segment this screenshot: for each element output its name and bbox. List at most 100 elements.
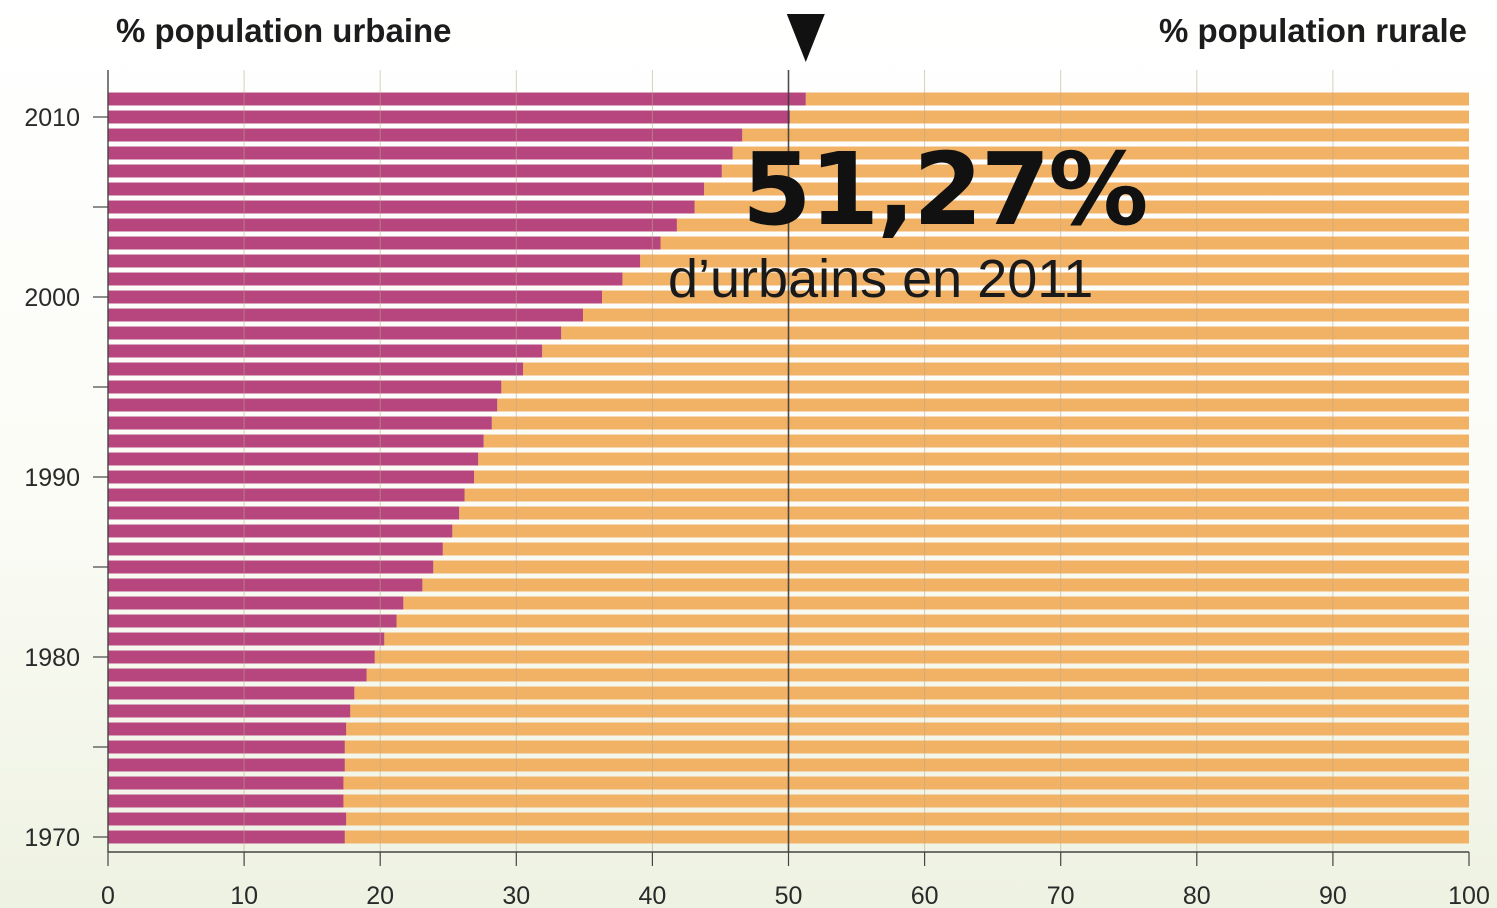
rural-bar-1981	[384, 632, 1470, 646]
urban-bar-1980	[108, 650, 375, 664]
rural-bar-1997	[542, 344, 1469, 358]
rural-bar-2002	[640, 254, 1469, 268]
rural-bar-1991	[478, 452, 1469, 466]
x-tick-label-30: 30	[502, 882, 530, 908]
urban-bar-1987	[108, 524, 453, 538]
urban-bar-2009	[108, 128, 743, 142]
urban-bar-1978	[108, 686, 355, 700]
urban-bar-1985	[108, 560, 434, 574]
rural-bar-1990	[474, 470, 1469, 484]
x-tick-label-20: 20	[366, 882, 394, 908]
urban-bar-1972	[108, 794, 344, 808]
urban-bar-1992	[108, 434, 484, 448]
rural-bar-1978	[354, 686, 1469, 700]
urban-bar-1976	[108, 722, 347, 736]
rural-bar-1983	[403, 596, 1469, 610]
x-tick-label-70: 70	[1047, 882, 1075, 908]
rural-bar-2007	[721, 164, 1469, 178]
rural-bar-2005	[694, 200, 1469, 214]
urban-bar-1989	[108, 488, 465, 502]
grid-lines	[243, 70, 1334, 852]
rural-bar-1995	[501, 380, 1470, 394]
rural-bar-1976	[346, 722, 1469, 736]
y-tick-label-2010: 2010	[24, 104, 80, 132]
rural-bar-2003	[660, 236, 1469, 250]
rural-bar-1984	[422, 578, 1469, 592]
rural-population-title: % population rurale	[1158, 12, 1467, 49]
y-tick-label-1990: 1990	[24, 464, 80, 492]
rural-bar-1988	[459, 506, 1469, 520]
rural-bar-1975	[344, 740, 1470, 754]
urban-bar-1973	[108, 776, 344, 790]
urban-bar-1983	[108, 596, 404, 610]
x-tick-label-100: 100	[1448, 882, 1490, 908]
urban-bar-1971	[108, 812, 347, 826]
urban-bar-2004	[108, 218, 677, 232]
urban-bar-1984	[108, 578, 423, 592]
tick-labels: 0 10 20 30 40 50 60 70 80 90 100 1970 1980 1990 2000 20…	[24, 104, 1489, 908]
rural-bar-1999	[582, 308, 1469, 322]
urban-bar-1975	[108, 740, 345, 754]
rural-bar-1987	[452, 524, 1469, 538]
rural-bar-2011	[805, 92, 1469, 106]
urban-bar-2003	[108, 236, 661, 250]
urban-bar-1991	[108, 452, 479, 466]
rural-bar-1971	[346, 812, 1469, 826]
rural-bar-1985	[433, 560, 1469, 574]
urban-bar-1999	[108, 308, 583, 322]
rural-bar-1994	[497, 398, 1470, 412]
urban-bar-1998	[108, 326, 562, 340]
rural-bar-2009	[742, 128, 1469, 142]
urban-bar-2010	[108, 110, 790, 124]
x-tick-label-80: 80	[1183, 882, 1211, 908]
rural-bar-2000	[602, 290, 1469, 304]
urban-bar-2000	[108, 290, 603, 304]
rural-bar-1979	[366, 668, 1470, 682]
urban-bar-1986	[108, 542, 443, 556]
urban-bar-1995	[108, 380, 502, 394]
rural-bar-1986	[442, 542, 1469, 556]
urban-bar-1982	[108, 614, 397, 628]
rural-bar-1993	[491, 416, 1469, 430]
urban-bar-1994	[108, 398, 498, 412]
urban-population-title: % population urbaine	[116, 12, 452, 49]
rural-bar-1972	[343, 794, 1469, 808]
urban-bar-1988	[108, 506, 460, 520]
x-tick-label-40: 40	[638, 882, 666, 908]
x-tick-label-50: 50	[775, 882, 803, 908]
urban-bar-2005	[108, 200, 695, 214]
x-tick-label-10: 10	[230, 882, 258, 908]
y-tick-label-1980: 1980	[24, 644, 80, 672]
rural-bar-2004	[676, 218, 1469, 232]
rural-bar-1980	[374, 650, 1470, 664]
rural-bar-1977	[350, 704, 1469, 718]
urban-bar-2007	[108, 164, 722, 178]
urban-bar-1977	[108, 704, 351, 718]
urban-bar-2002	[108, 254, 641, 268]
rural-bar-1992	[483, 434, 1469, 448]
x-tick-label-0: 0	[101, 882, 115, 908]
urban-bar-1970	[108, 830, 345, 844]
urban-bar-1981	[108, 632, 385, 646]
rural-bar-2001	[622, 272, 1469, 286]
urban-bar-1993	[108, 416, 492, 430]
rural-bar-2006	[704, 182, 1469, 196]
rural-bar-1989	[464, 488, 1469, 502]
urban-bar-1996	[108, 362, 524, 376]
rural-bar-2010	[789, 110, 1469, 124]
rural-bar-1982	[396, 614, 1470, 628]
urban-bar-1979	[108, 668, 367, 682]
urban-bar-1974	[108, 758, 345, 772]
highlight-subtitle: d’urbains en 2011	[668, 249, 1094, 309]
rural-bar-1973	[343, 776, 1469, 790]
urban-bar-1990	[108, 470, 475, 484]
urban-bar-2006	[108, 182, 705, 196]
highlight-value: 51,27%	[742, 131, 1149, 248]
rural-bar-1974	[344, 758, 1470, 772]
x-tick-label-90: 90	[1319, 882, 1347, 908]
urban-bar-2001	[108, 272, 623, 286]
marker-triangle-icon	[786, 14, 825, 62]
y-tick-label-1970: 1970	[24, 824, 80, 852]
y-tick-label-2000: 2000	[24, 284, 80, 312]
